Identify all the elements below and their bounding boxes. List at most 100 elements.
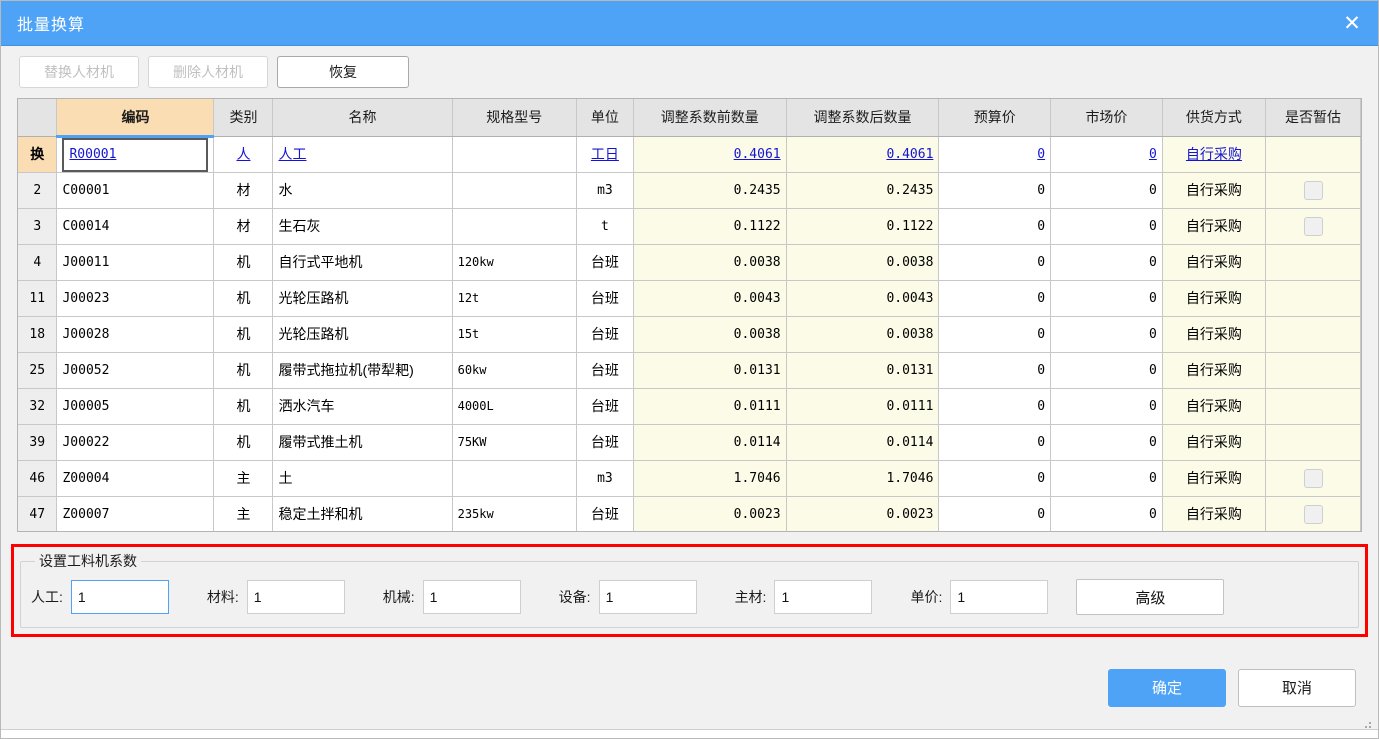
row-index-cell[interactable]: 4 — [18, 244, 58, 281]
cell-qty-after[interactable]: 0.0023 — [786, 496, 940, 531]
table-row[interactable]: 18 J00028 机光轮压路机 15t 台班 0.0038 0.0038 0 0 自行采购 — [18, 316, 1361, 353]
coefficient-input-2[interactable] — [422, 580, 521, 614]
cell-is-estimated[interactable] — [1265, 496, 1361, 531]
cell-qty-after[interactable]: 0.1122 — [786, 208, 940, 245]
cell-category[interactable]: 机 — [213, 316, 274, 353]
cell-qty-before[interactable]: 0.0114 — [633, 424, 787, 461]
header-qty-after[interactable]: 调整系数后数量 — [786, 99, 940, 137]
cell-budget-price[interactable]: 0 — [938, 172, 1052, 209]
cell-budget-price[interactable]: 0 — [938, 352, 1052, 389]
cell-budget-price[interactable]: 0 — [938, 244, 1052, 281]
cell-is-estimated[interactable] — [1265, 244, 1361, 281]
cell-code[interactable]: J00028 — [56, 316, 215, 353]
cell-qty-before[interactable]: 1.7046 — [633, 460, 787, 497]
cell-name[interactable]: 稳定土拌和机 — [272, 496, 453, 531]
header-qty-before[interactable]: 调整系数前数量 — [633, 99, 787, 137]
cell-budget-price[interactable]: 0 — [938, 208, 1052, 245]
cell-budget-price[interactable]: 0 — [938, 424, 1052, 461]
cell-market-price[interactable]: 0 — [1050, 172, 1163, 209]
close-icon[interactable]: ✕ — [1343, 10, 1361, 35]
cell-market-price[interactable]: 0 — [1050, 496, 1163, 531]
cell-unit[interactable]: m3 — [576, 172, 634, 209]
coefficient-input-4[interactable] — [774, 580, 873, 614]
row-index-cell[interactable]: 32 — [18, 388, 58, 425]
cell-qty-after[interactable]: 0.2435 — [786, 172, 940, 209]
cell-supply-mode[interactable]: 自行采购 — [1162, 244, 1267, 281]
table-row[interactable]: 25 J00052 机履带式拖拉机(带犁耙) 60kw 台班 0.0131 0.0131 0 0… — [18, 352, 1361, 389]
cell-unit[interactable]: 台班 — [576, 244, 634, 281]
cell-unit[interactable]: t — [576, 208, 634, 245]
row-index-cell[interactable]: 换 — [18, 136, 58, 173]
cell-spec[interactable]: 60kw — [452, 352, 577, 389]
cell-spec[interactable] — [452, 136, 577, 173]
cell-budget-price[interactable]: 0 — [938, 460, 1052, 497]
table-row[interactable]: 11 J00023 机光轮压路机 12t 台班 0.0043 0.0043 0 0 自行采购 — [18, 280, 1361, 317]
cell-category[interactable]: 机 — [213, 388, 274, 425]
cell-unit[interactable]: 台班 — [576, 316, 634, 353]
cell-supply-mode[interactable]: 自行采购 — [1162, 208, 1267, 245]
cell-budget-price[interactable]: 0 — [938, 496, 1052, 531]
cell-category[interactable]: 材 — [213, 208, 274, 245]
cell-market-price[interactable]: 0 — [1050, 244, 1163, 281]
row-index-cell[interactable]: 39 — [18, 424, 58, 461]
cell-code[interactable]: J00022 — [56, 424, 215, 461]
cell-spec[interactable] — [452, 460, 577, 497]
cell-is-estimated[interactable] — [1265, 424, 1361, 461]
coefficient-input-0[interactable] — [70, 580, 169, 614]
header-supply-mode[interactable]: 供货方式 — [1162, 99, 1267, 137]
cell-name[interactable]: 生石灰 — [272, 208, 453, 245]
cell-code[interactable]: J00005 — [56, 388, 215, 425]
cell-spec[interactable]: 120kw — [452, 244, 577, 281]
cell-market-price[interactable]: 0 — [1050, 460, 1163, 497]
header-is-estimated[interactable]: 是否暂估 — [1265, 99, 1361, 137]
cell-code[interactable]: J00011 — [56, 244, 215, 281]
cell-category[interactable]: 机 — [213, 424, 274, 461]
cell-supply-mode[interactable]: 自行采购 — [1162, 424, 1267, 461]
cell-is-estimated[interactable] — [1265, 316, 1361, 353]
cell-qty-before[interactable]: 0.0131 — [633, 352, 787, 389]
cell-category[interactable]: 机 — [213, 352, 274, 389]
cell-qty-before[interactable]: 0.4061 — [633, 136, 787, 173]
estimated-checkbox[interactable] — [1303, 180, 1323, 200]
code-cell-editor[interactable]: R00001 — [62, 137, 209, 171]
cell-market-price[interactable]: 0 — [1050, 280, 1163, 317]
table-row[interactable]: 47 Z00007 主稳定土拌和机 235kw 台班 0.0023 0.0023 0 0 自行采购 — [18, 496, 1361, 531]
cell-category[interactable]: 机 — [213, 244, 274, 281]
coefficient-input-3[interactable] — [598, 580, 697, 614]
cell-supply-mode[interactable]: 自行采购 — [1162, 136, 1267, 173]
cell-supply-mode[interactable]: 自行采购 — [1162, 172, 1267, 209]
cell-qty-after[interactable]: 0.0114 — [786, 424, 940, 461]
cell-name[interactable]: 土 — [272, 460, 453, 497]
cell-code[interactable]: J00052 — [56, 352, 215, 389]
cell-spec[interactable]: 4000L — [452, 388, 577, 425]
row-index-cell[interactable]: 3 — [18, 208, 58, 245]
cell-market-price[interactable]: 0 — [1050, 136, 1163, 173]
cell-code[interactable]: R00001 — [56, 136, 215, 173]
cell-spec[interactable] — [452, 208, 577, 245]
cell-qty-before[interactable]: 0.0111 — [633, 388, 787, 425]
table-row[interactable]: 39 J00022 机履带式推土机 75KW 台班 0.0114 0.0114 0 0 自行采购 — [18, 424, 1361, 461]
cell-qty-before[interactable]: 0.2435 — [633, 172, 787, 209]
cell-market-price[interactable]: 0 — [1050, 388, 1163, 425]
cell-qty-before[interactable]: 0.0043 — [633, 280, 787, 317]
cell-market-price[interactable]: 0 — [1050, 424, 1163, 461]
row-index-cell[interactable]: 11 — [18, 280, 58, 317]
cell-supply-mode[interactable]: 自行采购 — [1162, 388, 1267, 425]
cell-spec[interactable] — [452, 172, 577, 209]
cell-name[interactable]: 光轮压路机 — [272, 316, 453, 353]
cell-spec[interactable]: 12t — [452, 280, 577, 317]
delete-resource-button[interactable]: 删除人材机 — [148, 56, 268, 88]
cell-category[interactable]: 主 — [213, 496, 274, 531]
coefficient-input-5[interactable] — [950, 580, 1049, 614]
cell-category[interactable]: 材 — [213, 172, 274, 209]
cell-market-price[interactable]: 0 — [1050, 352, 1163, 389]
cell-qty-after[interactable]: 0.0111 — [786, 388, 940, 425]
cell-qty-after[interactable]: 0.0038 — [786, 316, 940, 353]
cell-is-estimated[interactable] — [1265, 388, 1361, 425]
row-index-cell[interactable]: 2 — [18, 172, 58, 209]
header-name[interactable]: 名称 — [272, 99, 453, 137]
cell-supply-mode[interactable]: 自行采购 — [1162, 316, 1267, 353]
cell-unit[interactable]: 台班 — [576, 424, 634, 461]
cell-qty-after[interactable]: 0.0131 — [786, 352, 940, 389]
cell-budget-price[interactable]: 0 — [938, 316, 1052, 353]
